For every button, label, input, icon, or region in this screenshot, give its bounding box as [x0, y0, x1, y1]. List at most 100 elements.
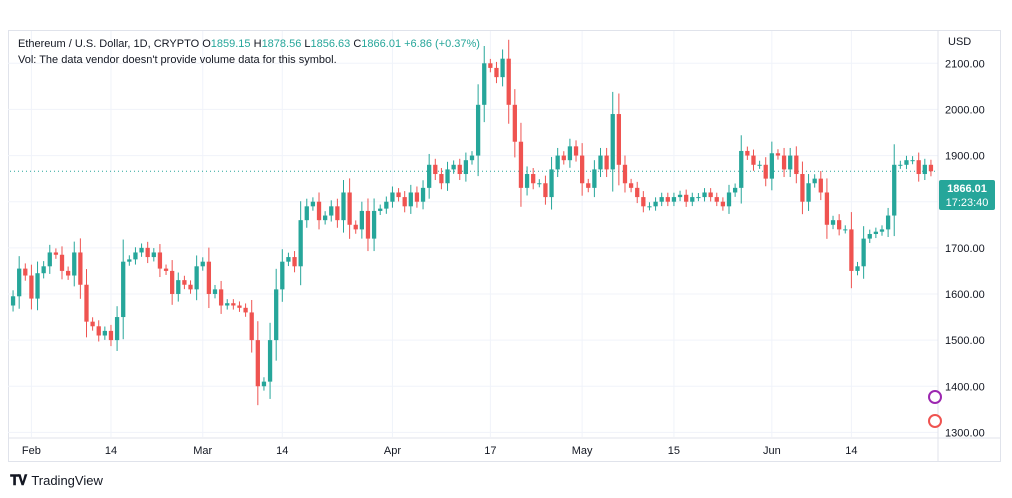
symbol-title[interactable]: Ethereum / U.S. Dollar, 1D, CRYPTO — [18, 38, 200, 50]
candle — [622, 155, 628, 193]
candle — [732, 183, 738, 197]
candle-body — [543, 183, 548, 198]
candle-body — [518, 141, 524, 188]
candle — [714, 192, 719, 207]
candle — [414, 186, 420, 208]
candle — [641, 191, 646, 213]
candle — [408, 184, 413, 214]
candle-body — [757, 164, 762, 166]
candle-body — [524, 174, 530, 188]
x-tick-label: May — [572, 445, 593, 457]
candle — [365, 198, 371, 252]
candle — [794, 146, 799, 184]
close-value: 1866.01 — [361, 38, 402, 50]
candle-body — [218, 289, 224, 306]
candle-body — [763, 164, 768, 179]
candle-body — [335, 206, 340, 221]
candle-body — [910, 160, 915, 162]
candle-body — [775, 153, 781, 156]
change-value: +6.86 (+0.37%) — [404, 38, 480, 50]
candle — [72, 241, 77, 287]
candle — [818, 171, 823, 201]
candle — [561, 151, 566, 165]
candle — [90, 317, 95, 331]
candle-body — [59, 254, 65, 271]
candle-body — [280, 261, 285, 290]
candle — [690, 192, 695, 207]
candle — [390, 186, 395, 208]
candle — [347, 178, 352, 239]
candle — [500, 49, 505, 87]
candle — [775, 149, 781, 160]
candle — [78, 238, 83, 299]
candle-body — [347, 192, 352, 225]
candle-body — [433, 164, 438, 175]
candle — [237, 301, 242, 312]
candle-body — [855, 266, 860, 271]
y-tick-label: 1300.00 — [945, 427, 985, 439]
x-tick-label: Apr — [384, 445, 401, 457]
candle — [512, 89, 517, 158]
candle — [218, 280, 224, 314]
candle-body — [322, 215, 328, 221]
candle-body — [610, 114, 615, 170]
candle-body — [592, 169, 597, 188]
candle-body — [616, 114, 622, 165]
y-tick-label: 1900.00 — [945, 151, 985, 163]
candle — [898, 160, 903, 169]
candle-body — [928, 164, 934, 172]
candle — [384, 196, 389, 214]
candle-body — [408, 192, 413, 207]
currency-label[interactable]: USD — [948, 36, 972, 48]
candle-body — [176, 280, 181, 294]
candle-body — [506, 58, 511, 105]
candle — [573, 140, 579, 162]
candle-body — [188, 284, 193, 290]
candle-body — [212, 289, 218, 294]
candle-body — [586, 183, 591, 188]
countdown-text: 17:23:40 — [946, 197, 989, 209]
x-tick-label: 14 — [276, 445, 288, 457]
high-value: 1878.56 — [261, 38, 302, 50]
candle — [506, 39, 511, 124]
candle-body — [145, 247, 150, 258]
candle — [163, 264, 169, 275]
low-value: 1856.63 — [310, 38, 351, 50]
candle-body — [769, 153, 774, 179]
candle — [604, 147, 609, 178]
candle-body — [745, 150, 750, 156]
candle-body — [65, 270, 71, 276]
candle-body — [163, 268, 169, 271]
candle — [892, 144, 897, 237]
candle — [837, 214, 842, 236]
candle — [84, 269, 89, 338]
candle-body — [488, 63, 493, 68]
candle-body — [341, 192, 346, 221]
candle — [316, 192, 322, 230]
candle — [170, 260, 175, 305]
candle — [916, 152, 921, 182]
last-price-badge: 1866.01 17:23:40 — [939, 180, 995, 210]
x-tick-label: 14 — [105, 445, 117, 457]
candle — [329, 200, 334, 222]
candle — [843, 225, 848, 234]
flag-icon[interactable] — [928, 414, 942, 428]
candle — [781, 147, 787, 178]
candle — [928, 159, 934, 177]
candle — [788, 147, 793, 178]
low-label: L — [304, 38, 311, 50]
x-tick-label: 14 — [845, 445, 857, 457]
candle-body — [885, 215, 891, 230]
candle-body — [310, 201, 316, 207]
candle-body — [261, 381, 267, 387]
candle-body — [249, 312, 254, 341]
high-label: H — [253, 38, 262, 50]
candle-body — [378, 208, 383, 211]
candle — [121, 239, 126, 340]
lightning-icon[interactable] — [928, 390, 942, 404]
candle-body — [17, 268, 22, 297]
tradingview-logo[interactable]: 𝐓𝐕 TradingView — [10, 472, 103, 489]
candle-body — [641, 197, 646, 207]
candle — [157, 244, 163, 278]
